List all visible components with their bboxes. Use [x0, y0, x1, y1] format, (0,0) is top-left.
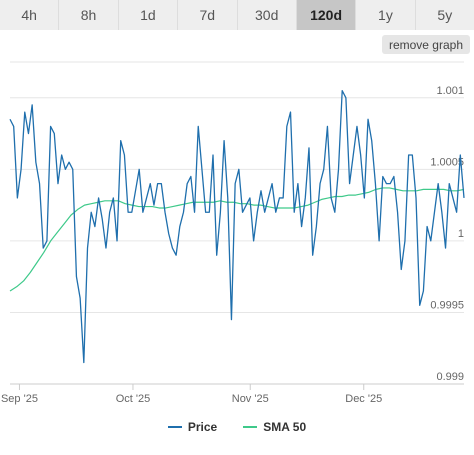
series-line-sma	[9, 187, 465, 292]
remove-graph-button[interactable]: remove graph	[381, 35, 470, 54]
tab-5y[interactable]: 5y	[415, 0, 474, 30]
grid-lines: 1.001 1.0005 1 0.9995 0.999	[10, 61, 464, 385]
timeframe-tabs: 4h 8h 1d 7d 30d 120d 1y 5y	[0, 0, 474, 30]
tab-1y[interactable]: 1y	[356, 0, 416, 30]
y-tick-label: 1.001	[436, 85, 464, 97]
x-tick-label: Nov '25	[232, 393, 269, 405]
legend-label-price: Price	[187, 420, 218, 434]
tab-120d[interactable]: 120d	[296, 0, 357, 30]
series-line-price	[9, 89, 465, 364]
tab-30d[interactable]: 30d	[237, 0, 297, 30]
legend-item-price[interactable]: Price	[167, 420, 218, 434]
legend-label-sma: SMA 50	[263, 420, 307, 434]
legend-swatch-sma	[243, 426, 258, 428]
legend-item-sma[interactable]: SMA 50	[243, 420, 306, 434]
x-tick-label: Sep '25	[1, 393, 38, 405]
tab-8h[interactable]: 8h	[59, 0, 119, 30]
y-tick-label: 1	[458, 228, 464, 240]
price-series-layer	[9, 89, 465, 364]
y-tick-label: 0.9995	[430, 299, 464, 311]
y-tick-label: 0.999	[436, 371, 464, 383]
tab-7d[interactable]: 7d	[178, 0, 238, 30]
sma-series-layer	[9, 187, 465, 292]
x-tick-label: Oct '25	[116, 393, 151, 405]
tab-4h[interactable]: 4h	[0, 0, 60, 30]
tab-1d[interactable]: 1d	[118, 0, 179, 30]
legend-swatch-price	[167, 426, 182, 428]
y-tick-label: 1.0005	[430, 156, 464, 168]
chart-legend: Price SMA 50	[0, 420, 474, 434]
x-tick-label: Dec '25	[345, 393, 382, 405]
x-axis: Sep '25 Oct '25 Nov '25 Dec '25	[1, 383, 464, 405]
